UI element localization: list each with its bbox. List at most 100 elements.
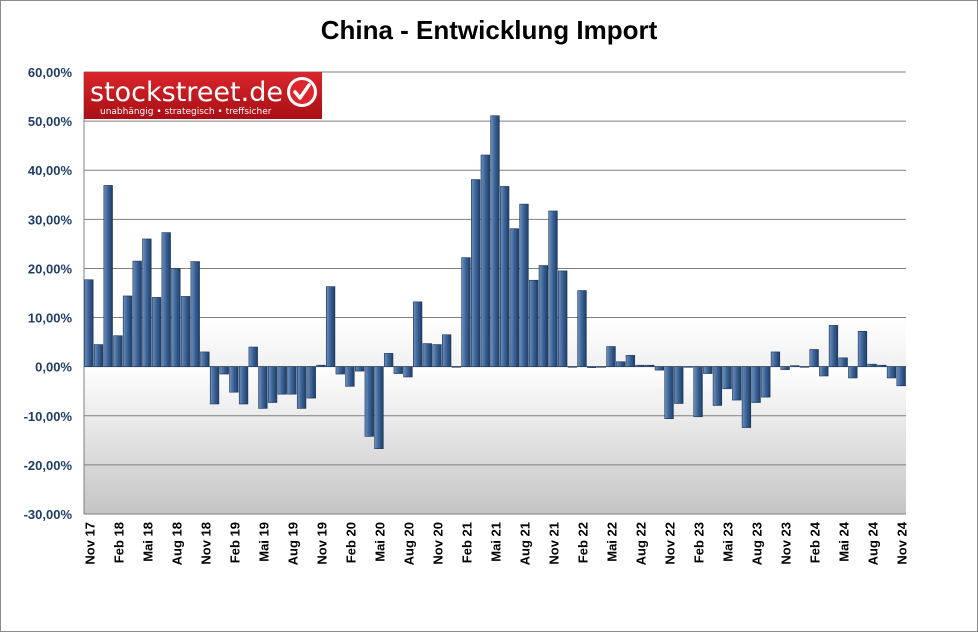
x-tick-label: Mai 24 xyxy=(837,521,852,562)
bar xyxy=(886,366,897,379)
logo-background xyxy=(84,72,322,119)
bar xyxy=(84,279,94,367)
x-tick-label: Aug 22 xyxy=(634,522,649,565)
bar xyxy=(471,179,481,367)
y-tick-label: 60,00% xyxy=(28,65,73,80)
x-tick-label: Aug 18 xyxy=(169,522,184,565)
x-tick-label: Feb 21 xyxy=(459,522,474,563)
bar xyxy=(838,357,848,367)
x-tick-label: Mai 21 xyxy=(489,522,504,562)
stockstreet-logo: stockstreet.de unabhängig • strategisch … xyxy=(84,72,322,119)
chart-title: China - Entwicklung Import xyxy=(321,15,658,45)
bar xyxy=(567,366,578,368)
bar xyxy=(113,335,123,367)
x-tick-label: Nov 17 xyxy=(82,522,97,565)
bar xyxy=(354,366,365,372)
bar xyxy=(374,366,384,449)
bar xyxy=(403,366,413,378)
bar xyxy=(383,353,394,367)
x-tick-label: Nov 21 xyxy=(547,522,562,565)
bar xyxy=(480,154,490,367)
plot-area-lower xyxy=(84,366,906,514)
x-tick-label: Mai 22 xyxy=(605,522,620,562)
bar xyxy=(509,228,519,367)
bar xyxy=(596,366,607,368)
x-axis-ticks: Nov 17 Feb 18 Mai 18 Aug 18 Nov 18 Feb 19 Mai … xyxy=(82,521,909,565)
x-tick-label: Aug 20 xyxy=(401,522,416,565)
bar xyxy=(693,366,703,418)
bar xyxy=(877,364,887,367)
bar xyxy=(364,366,374,437)
y-tick-label: -10,00% xyxy=(24,409,73,424)
x-tick-label: Feb 18 xyxy=(111,522,126,563)
bar xyxy=(828,325,839,367)
bar xyxy=(277,366,287,395)
bar xyxy=(616,361,626,367)
bar xyxy=(306,366,316,399)
x-tick-label: Feb 20 xyxy=(343,522,358,563)
y-tick-label: 30,00% xyxy=(28,212,73,227)
bar xyxy=(819,366,829,377)
bar xyxy=(180,296,191,367)
bar xyxy=(171,268,181,367)
logo-name: stockstreet.de xyxy=(90,77,283,108)
bar xyxy=(780,366,790,370)
bar xyxy=(229,366,239,393)
bar xyxy=(393,366,403,374)
bar xyxy=(809,349,819,367)
bar xyxy=(345,366,355,387)
x-tick-label: Feb 22 xyxy=(576,522,591,563)
bar xyxy=(316,364,326,367)
bar xyxy=(422,343,432,367)
bar xyxy=(325,286,336,367)
bar xyxy=(577,290,587,367)
y-tick-label: 10,00% xyxy=(28,311,73,326)
bar xyxy=(770,351,781,367)
bar xyxy=(712,366,723,406)
bar xyxy=(190,261,200,367)
bar xyxy=(538,265,548,367)
bar xyxy=(703,366,713,374)
bar xyxy=(287,366,297,395)
x-tick-label: Nov 18 xyxy=(198,522,213,565)
x-tick-label: Mai 23 xyxy=(721,522,736,562)
bar xyxy=(219,366,229,375)
x-tick-label: Mai 18 xyxy=(140,522,155,562)
x-tick-label: Aug 19 xyxy=(285,522,300,565)
x-tick-label: Aug 24 xyxy=(866,521,881,565)
check-icon xyxy=(287,77,317,107)
y-axis-ticks: 60,00% 50,00% 40,00% 30,00% 20,00% 10,00% 0,00… xyxy=(24,65,73,522)
x-tick-label: Aug 21 xyxy=(518,522,533,565)
bar xyxy=(848,366,858,379)
bar xyxy=(238,366,249,405)
bar xyxy=(867,363,877,367)
x-tick-label: Mai 19 xyxy=(256,522,271,562)
bar xyxy=(741,366,752,428)
y-tick-label: 0,00% xyxy=(35,360,72,375)
x-tick-label: Nov 22 xyxy=(663,522,678,565)
bars xyxy=(84,115,906,449)
bar xyxy=(654,366,665,371)
x-tick-label: Mai 20 xyxy=(372,522,387,562)
bar xyxy=(799,366,810,368)
x-tick-label: Aug 23 xyxy=(750,522,765,565)
bar xyxy=(151,297,162,367)
x-tick-label: Feb 24 xyxy=(808,521,823,563)
bar xyxy=(683,366,694,368)
bar xyxy=(461,257,471,367)
bar xyxy=(122,295,133,367)
bar xyxy=(558,270,568,367)
bar xyxy=(587,366,597,368)
bar xyxy=(267,366,278,403)
bar xyxy=(490,115,500,367)
bar xyxy=(606,346,616,367)
bar xyxy=(519,203,529,367)
bar xyxy=(751,366,761,403)
bar xyxy=(412,301,423,367)
y-tick-label: -30,00% xyxy=(24,507,73,522)
y-tick-label: -20,00% xyxy=(24,458,73,473)
x-tick-label: Nov 19 xyxy=(314,522,329,565)
bar xyxy=(790,365,800,367)
bar xyxy=(451,366,461,368)
